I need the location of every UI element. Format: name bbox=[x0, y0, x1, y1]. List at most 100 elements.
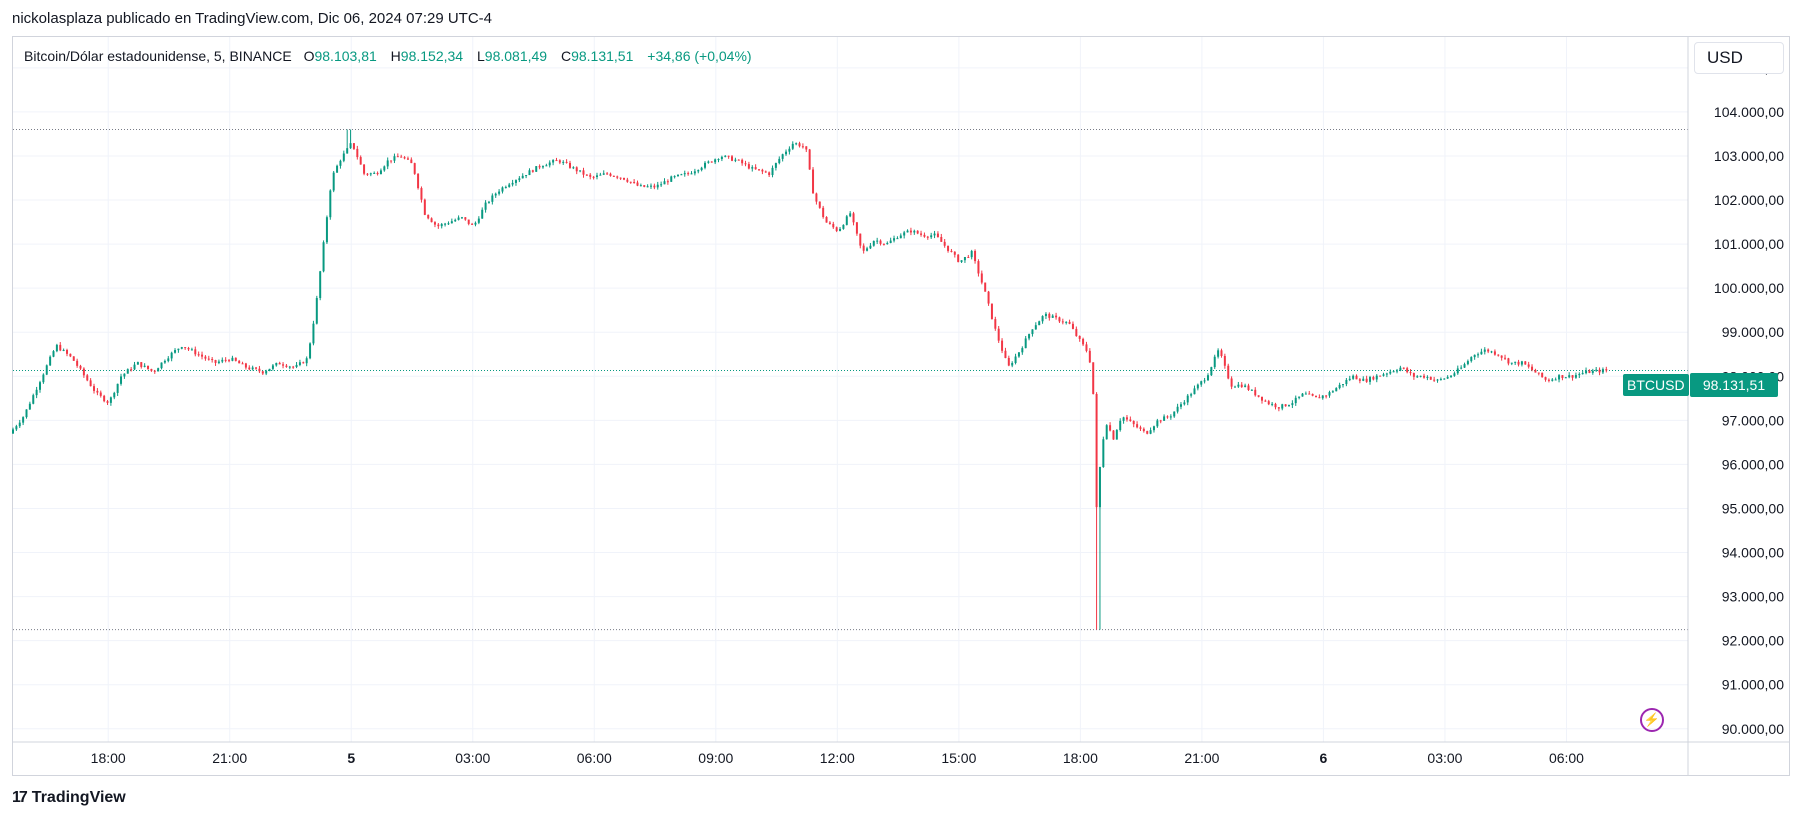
candle-body bbox=[953, 251, 956, 255]
candle-body bbox=[106, 401, 109, 403]
candle-body bbox=[481, 209, 484, 219]
candle-body bbox=[494, 193, 497, 196]
candle-body bbox=[1409, 372, 1412, 374]
candle-body bbox=[42, 374, 45, 383]
candle-body bbox=[278, 362, 281, 365]
candle-body bbox=[872, 241, 875, 246]
tradingview-logo[interactable]: 17 TradingView bbox=[12, 789, 126, 807]
candle-body bbox=[467, 219, 470, 224]
candle-body bbox=[555, 160, 558, 162]
candle-body bbox=[312, 323, 315, 344]
candle-body bbox=[1547, 379, 1550, 381]
candle-body bbox=[764, 171, 767, 173]
candle-body bbox=[271, 365, 274, 369]
candle-body bbox=[862, 245, 865, 251]
candle-body bbox=[32, 395, 35, 404]
candle-body bbox=[1369, 377, 1372, 382]
candle-body bbox=[258, 368, 261, 372]
candle-body bbox=[66, 349, 69, 354]
candle-body bbox=[1024, 338, 1027, 349]
candle-body bbox=[228, 360, 231, 362]
candle-body bbox=[923, 234, 926, 237]
candle-body bbox=[113, 392, 116, 398]
candle-body bbox=[238, 360, 241, 364]
candle-body bbox=[153, 370, 156, 372]
candle-body bbox=[1419, 375, 1422, 377]
candle-body bbox=[376, 172, 379, 175]
time-tick-label: 18:00 bbox=[91, 750, 126, 766]
candle-body bbox=[1206, 375, 1209, 381]
candle-body bbox=[1348, 378, 1351, 380]
candle-body bbox=[1139, 427, 1142, 429]
candle-body bbox=[1001, 340, 1004, 351]
currency-button[interactable]: USD bbox=[1694, 42, 1784, 74]
candle-body bbox=[1473, 354, 1476, 358]
candle-body bbox=[916, 230, 919, 234]
candle-body bbox=[788, 148, 791, 152]
candle-body bbox=[1264, 400, 1267, 402]
candle-body bbox=[170, 352, 173, 359]
candle-body bbox=[390, 160, 393, 162]
candle-body bbox=[828, 222, 831, 224]
candle-body bbox=[207, 358, 210, 360]
candle-body bbox=[457, 217, 460, 220]
candle-body bbox=[1493, 351, 1496, 355]
candle-body bbox=[612, 175, 615, 177]
chart-grid bbox=[13, 37, 1688, 742]
candle-body bbox=[673, 176, 676, 178]
time-tick-label: 21:00 bbox=[1184, 750, 1219, 766]
candle-body bbox=[663, 181, 666, 185]
candle-body bbox=[879, 240, 882, 244]
price-tick-label: 104.000,00 bbox=[1714, 104, 1784, 120]
candle-body bbox=[187, 348, 190, 350]
candle-body bbox=[1281, 404, 1284, 409]
candle-body bbox=[251, 367, 254, 370]
candle-body bbox=[339, 160, 342, 166]
candle-body bbox=[1129, 419, 1132, 421]
candle-body bbox=[808, 149, 811, 170]
candle-body bbox=[1500, 355, 1503, 358]
candle-body bbox=[1257, 395, 1260, 397]
candle-body bbox=[974, 251, 977, 262]
range-lines bbox=[13, 129, 1688, 631]
price-tick-label: 95.000,00 bbox=[1722, 500, 1784, 516]
candle-body bbox=[619, 177, 622, 179]
candle-body bbox=[1541, 372, 1544, 378]
candle-body bbox=[1132, 420, 1135, 425]
candle-body bbox=[1183, 402, 1186, 405]
candle-body bbox=[852, 213, 855, 223]
chart-frame[interactable] bbox=[12, 36, 1790, 776]
candle-body bbox=[491, 195, 494, 202]
candle-body bbox=[562, 161, 565, 163]
candle-body bbox=[980, 273, 983, 283]
candle-body bbox=[420, 188, 423, 200]
candle-body bbox=[1558, 375, 1561, 380]
candle-body bbox=[731, 156, 734, 161]
high-label: H bbox=[390, 48, 401, 64]
candle-body bbox=[1436, 379, 1439, 381]
candle-body bbox=[346, 148, 349, 154]
candle-body bbox=[1149, 430, 1152, 434]
candle-body bbox=[1561, 375, 1564, 379]
candle-body bbox=[126, 369, 129, 374]
candle-body bbox=[1605, 369, 1608, 371]
lightning-icon[interactable]: ⚡ bbox=[1640, 708, 1664, 732]
price-tick-label: 100.000,00 bbox=[1714, 280, 1784, 296]
candle-body bbox=[1237, 384, 1240, 387]
candle-body bbox=[309, 343, 312, 359]
time-tick-label: 18:00 bbox=[1063, 750, 1098, 766]
candle-body bbox=[1055, 315, 1058, 318]
candle-body bbox=[417, 173, 420, 189]
candle-body bbox=[356, 148, 359, 158]
candle-body bbox=[1274, 403, 1277, 408]
candle-body bbox=[1531, 366, 1534, 370]
candle-body bbox=[1044, 313, 1047, 317]
candle-body bbox=[1578, 374, 1581, 376]
candle-body bbox=[1520, 361, 1523, 365]
candle-body bbox=[572, 167, 575, 169]
candle-body bbox=[319, 271, 322, 299]
candle-body bbox=[558, 160, 561, 163]
candle-body bbox=[1382, 374, 1385, 376]
candle-body bbox=[400, 156, 403, 158]
